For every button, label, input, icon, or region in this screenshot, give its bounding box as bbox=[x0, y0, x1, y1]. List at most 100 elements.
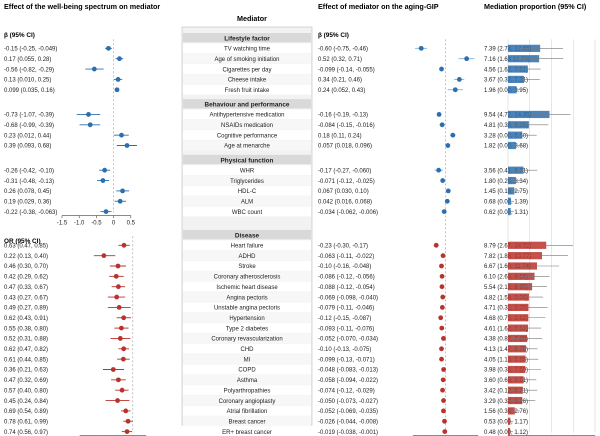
effect-point bbox=[439, 263, 444, 269]
proportion-text: 4.38 (0.87, 7.89) bbox=[484, 337, 528, 343]
proportion-text: 0.62 (0.00, 1.31) bbox=[484, 210, 528, 216]
left-point bbox=[124, 429, 130, 434]
proportion-text: 1.96 (0.00, 3.95) bbox=[484, 88, 528, 94]
beta-left-tick-label: 0.5 bbox=[127, 221, 136, 227]
mediator-label: TV watching time bbox=[224, 47, 271, 53]
effect-point bbox=[440, 253, 446, 259]
left-estimate-text: 0.42 (0.29, 0.62) bbox=[4, 275, 48, 281]
mediator-row-band bbox=[183, 416, 311, 427]
effect-estimate-text: -0.10 (-0.13, -0.075) bbox=[318, 347, 371, 353]
left-point bbox=[118, 325, 124, 331]
effect-estimate-text: -0.086 (-0.12, -0.056) bbox=[318, 275, 375, 281]
left-estimate-text: -0.68 (-0.99, -0.39) bbox=[4, 123, 54, 129]
effect-estimate-text: -0.058 (-0.094, -0.022) bbox=[318, 378, 378, 384]
group-header-band bbox=[183, 154, 311, 165]
effect-point bbox=[441, 209, 447, 215]
left-point bbox=[124, 143, 130, 148]
header-effect: Effect of mediator on the aging-GIP bbox=[318, 2, 439, 11]
left-estimate-text: 0.22 (0.13, 0.40) bbox=[4, 254, 48, 260]
proportion-text: 3.98 (0.38, 7.59) bbox=[484, 368, 528, 374]
left-estimate-text: 0.36 (0.21, 0.63) bbox=[4, 368, 48, 374]
effect-point bbox=[438, 315, 444, 321]
effect-point bbox=[464, 56, 470, 62]
left-estimate-text: 0.61 (0.44, 0.85) bbox=[4, 357, 48, 363]
proportion-text: 0.68 (0.00, 1.39) bbox=[484, 199, 528, 205]
left-point bbox=[125, 418, 131, 424]
mediator-label: COPD bbox=[238, 368, 256, 374]
effect-estimate-text: -0.60 (-0.75, -0.46) bbox=[318, 47, 368, 53]
effect-point bbox=[441, 398, 446, 403]
mediator-label: Fresh fruit intake bbox=[225, 88, 270, 94]
proportion-text: 1.80 (0.26, 3.34) bbox=[484, 179, 528, 185]
effect-point bbox=[445, 143, 451, 148]
effect-point bbox=[440, 178, 446, 183]
mediator-label: Antihypertensive medication bbox=[209, 113, 284, 119]
left-point bbox=[101, 253, 107, 259]
mediator-row-band bbox=[183, 312, 311, 323]
beta-left-tick-label: -1.0 bbox=[74, 221, 85, 227]
effect-point bbox=[441, 336, 446, 341]
effect-point bbox=[439, 305, 445, 310]
proportion-text: 6.10 (2.63, 9.56) bbox=[484, 275, 528, 281]
mediator-row-band bbox=[183, 64, 311, 74]
proportion-text: 3.67 (0.37, 7.31) bbox=[484, 78, 528, 84]
beta-label-left: β (95% CI) bbox=[4, 32, 35, 39]
left-estimate-text: -0.56 (-0.82, -0.29) bbox=[4, 67, 54, 73]
effect-estimate-text: 0.067 (0.030, 0.10) bbox=[318, 189, 369, 195]
mediator-label: Unstable angina pectoris bbox=[214, 306, 280, 312]
left-estimate-text: 0.47 (0.32, 0.69) bbox=[4, 378, 48, 384]
or-label-left: OR (95% CI) bbox=[4, 238, 41, 245]
left-estimate-text: 0.62 (0.47, 0.82) bbox=[4, 347, 48, 353]
mediator-label: HDL-C bbox=[238, 189, 257, 195]
proportion-text: 1.82 (0.00, 3.68) bbox=[484, 144, 528, 150]
proportion-text: 3.56 (0.41, 6.71) bbox=[484, 168, 528, 174]
left-point bbox=[119, 387, 125, 393]
mediator-label: Angina pectoris bbox=[226, 295, 267, 301]
proportion-text: 1.45 (0.16, 2.75) bbox=[484, 189, 528, 195]
left-estimate-text: 0.13 (0.010, 0.25) bbox=[4, 78, 51, 84]
effect-estimate-text: -0.048 (-0.083, -0.013) bbox=[318, 368, 378, 374]
mediator-label: Age of smoking initiation bbox=[214, 57, 279, 63]
left-point bbox=[102, 167, 108, 173]
left-point bbox=[120, 356, 126, 362]
left-estimate-text: -0.73 (-1.07, -0.39) bbox=[4, 113, 54, 119]
left-point bbox=[114, 87, 120, 93]
effect-point bbox=[439, 346, 444, 352]
mediator-label: Stroke bbox=[238, 264, 256, 270]
effect-estimate-text: -0.069 (-0.098, -0.040) bbox=[318, 295, 378, 301]
beta-left-tick-label: -0.5 bbox=[91, 221, 102, 227]
left-point bbox=[113, 273, 119, 279]
mediator-label: Cheese intake bbox=[228, 78, 267, 84]
header-left: Effect of the well-being spectrum on med… bbox=[4, 2, 160, 11]
effect-estimate-text: 0.52 (0.32, 0.71) bbox=[318, 57, 362, 63]
mediator-row-band bbox=[183, 261, 311, 271]
group-header-band bbox=[183, 99, 311, 109]
left-estimate-text: -0.26 (-0.42, -0.10) bbox=[4, 168, 54, 174]
mediator-row-band bbox=[183, 302, 311, 313]
effect-point bbox=[440, 387, 445, 393]
mediator-label: Atrial fibrillation bbox=[227, 409, 268, 415]
effect-point bbox=[450, 132, 456, 138]
proportion-text: 4.81 (0.38, 9.25) bbox=[484, 123, 528, 129]
left-estimate-text: 0.49 (0.27, 0.89) bbox=[4, 306, 48, 312]
mediator-row-band bbox=[183, 74, 311, 85]
effect-estimate-text: -0.034 (-0.062, -0.006) bbox=[318, 210, 378, 216]
effect-estimate-text: -0.16 (-0.19, -0.13) bbox=[318, 113, 368, 119]
effect-point bbox=[441, 408, 446, 414]
mediator-row-band bbox=[183, 292, 311, 302]
effect-estimate-text: 0.18 (0.11, 0.24) bbox=[318, 133, 362, 139]
effect-estimate-text: -0.071 (-0.12, -0.025) bbox=[318, 179, 375, 185]
mediator-label: WHR bbox=[240, 168, 255, 174]
effect-estimate-text: 0.24 (0.052, 0.43) bbox=[318, 88, 365, 94]
effect-estimate-text: -0.10 (-0.16, -0.048) bbox=[318, 264, 371, 270]
group-header: Behaviour and performance bbox=[205, 102, 290, 109]
effect-point bbox=[442, 429, 448, 434]
left-estimate-text: 0.19 (0.029, 0.36) bbox=[4, 199, 51, 205]
beta-left-tick-label: -1.5 bbox=[57, 221, 68, 227]
mediator-row-band bbox=[183, 185, 311, 196]
mediator-label: Breast cancer bbox=[228, 419, 265, 425]
mediator-label: ER+ breast cancer bbox=[222, 430, 272, 436]
effect-point bbox=[445, 188, 451, 194]
proportion-text: 0.53 (0.00, 1.17) bbox=[484, 419, 528, 425]
